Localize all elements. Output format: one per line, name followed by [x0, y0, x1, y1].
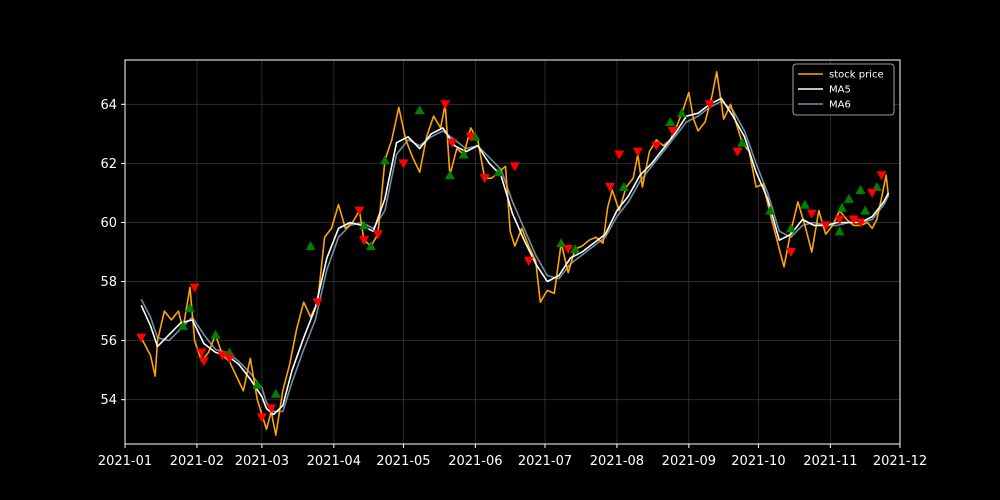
sell-signal-marker [732, 147, 743, 157]
buy-signal-marker [785, 223, 796, 233]
sell-signal-marker [398, 159, 409, 169]
x-tick-label: 2021-10 [731, 454, 785, 469]
y-tick-label: 62 [100, 157, 117, 172]
buy-signal-marker [860, 205, 871, 215]
buy-signal-marker [358, 220, 369, 230]
sell-signal-marker [704, 100, 715, 110]
sell-signal-marker [855, 218, 866, 228]
buy-signal-marker [665, 117, 676, 127]
buy-signal-marker [444, 170, 455, 180]
legend-label-ma5: MA5 [829, 85, 851, 96]
sell-signal-marker [651, 141, 662, 151]
legend-label-ma6: MA6 [829, 100, 851, 111]
x-tick-label: 2021-04 [307, 454, 361, 469]
buy-signal-marker [365, 241, 376, 251]
series-lines [140, 71, 890, 436]
buy-signal-marker [618, 182, 629, 192]
buy-signal-marker [556, 238, 567, 248]
y-tick-label: 64 [100, 98, 117, 113]
x-tick-label: 2021-09 [662, 454, 716, 469]
plot-frame [124, 59, 901, 445]
sell-signal-marker [136, 333, 147, 343]
buy-signal-marker [305, 241, 316, 251]
buy-signal-marker [270, 388, 281, 398]
sell-signal-marker [358, 236, 369, 246]
signal-markers [136, 100, 887, 423]
x-tick-label: 2021-03 [235, 454, 289, 469]
sell-signal-marker [196, 348, 207, 358]
buy-signal-marker [799, 199, 810, 209]
sell-signal-marker [604, 183, 615, 193]
buy-signal-marker [737, 137, 748, 147]
x-tick-label: 2021-05 [376, 454, 430, 469]
x-tick-label: 2021-06 [448, 454, 502, 469]
sell-signal-marker [509, 162, 520, 172]
buy-signal-marker [855, 184, 866, 194]
sell-signal-marker [563, 245, 574, 255]
buy-signal-marker [252, 379, 263, 389]
sell-signal-marker [217, 351, 228, 361]
sell-signal-marker [256, 413, 267, 423]
legend-box [792, 63, 895, 116]
sell-signal-marker [614, 150, 625, 160]
buy-signal-marker [184, 303, 195, 313]
sell-signal-marker [266, 404, 277, 414]
sell-signal-marker [806, 209, 817, 219]
buy-signal-marker [570, 244, 581, 254]
legend: stock price MA5 MA6 [792, 63, 895, 116]
buy-signal-marker [676, 108, 687, 118]
buy-signal-marker [834, 226, 845, 236]
sell-signal-marker [867, 188, 878, 198]
sell-signal-marker [785, 248, 796, 257]
buy-signal-marker [493, 167, 504, 177]
x-tick-label: 2021-08 [590, 454, 644, 469]
sell-signal-marker [876, 171, 887, 181]
sell-signal-marker [834, 215, 845, 225]
x-tick-label: 2021-02 [170, 454, 224, 469]
buy-signal-marker [178, 320, 189, 330]
buy-signal-marker [379, 155, 390, 165]
buy-signal-marker [414, 105, 425, 115]
sell-signal-marker [354, 206, 365, 216]
sell-signal-marker [312, 298, 323, 308]
sell-signal-marker [189, 283, 200, 293]
sell-signal-marker [224, 354, 235, 364]
x-tick-label: 2021-07 [518, 454, 572, 469]
buy-signal-marker [843, 193, 854, 203]
grid-lines [124, 60, 901, 444]
x-tick-label: 2021-01 [98, 454, 152, 469]
sell-signal-marker [465, 132, 476, 142]
sell-signal-marker [372, 230, 383, 240]
buy-signal-marker [836, 202, 847, 212]
buy-signal-marker [765, 205, 776, 215]
y-tick-label: 60 [100, 216, 117, 231]
sell-signal-marker [447, 138, 458, 148]
sell-signal-marker [820, 221, 831, 231]
sell-signal-marker [440, 100, 451, 110]
y-tick-label: 54 [100, 393, 117, 408]
x-tick-label: 2021-12 [873, 454, 927, 469]
x-tick-label: 2021-11 [803, 454, 857, 469]
buy-signal-marker [458, 149, 469, 159]
sell-signal-marker [198, 357, 209, 367]
axis-ticks: 2021-01 2021-02 2021-03 2021-04 2021-05 2021-… [98, 98, 927, 469]
sell-signal-marker [848, 215, 859, 225]
legend-label-stock-price: stock price [829, 70, 884, 81]
buy-signal-marker [871, 182, 882, 192]
y-tick-label: 58 [100, 275, 117, 290]
sell-signal-marker [523, 256, 534, 266]
series-line-stock-price [140, 71, 890, 436]
sell-signal-marker [632, 147, 643, 157]
buy-signal-marker [224, 347, 235, 357]
series-line-ma5 [140, 97, 890, 416]
buy-signal-marker [470, 131, 481, 141]
buy-signal-marker [210, 329, 221, 339]
sell-signal-marker [479, 174, 490, 184]
y-tick-label: 56 [100, 334, 117, 349]
sell-signal-marker [667, 126, 678, 136]
